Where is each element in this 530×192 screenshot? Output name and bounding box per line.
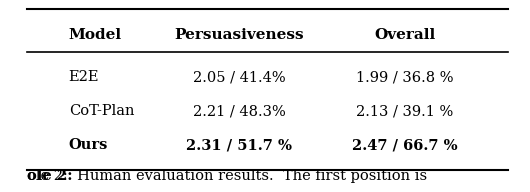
Text: Overall: Overall <box>374 28 436 42</box>
Text: 2.05 / 41.4%: 2.05 / 41.4% <box>193 70 286 84</box>
Text: 2.47 / 66.7 %: 2.47 / 66.7 % <box>352 138 458 152</box>
Text: E2E: E2E <box>69 70 99 84</box>
Text: Ours: Ours <box>69 138 108 152</box>
Text: Persuasiveness: Persuasiveness <box>174 28 304 42</box>
Text: CoT-Plan: CoT-Plan <box>69 104 134 118</box>
Text: 1.99 / 36.8 %: 1.99 / 36.8 % <box>356 70 454 84</box>
Text: ole 2:: ole 2: <box>27 169 73 183</box>
Text: Model: Model <box>69 28 122 42</box>
Text: ole 2:  Human evaluation results.  The first position is: ole 2: Human evaluation results. The fir… <box>27 169 427 183</box>
Text: 2.31 / 51.7 %: 2.31 / 51.7 % <box>187 138 293 152</box>
Text: 2.21 / 48.3%: 2.21 / 48.3% <box>193 104 286 118</box>
Text: 2.13 / 39.1 %: 2.13 / 39.1 % <box>356 104 454 118</box>
